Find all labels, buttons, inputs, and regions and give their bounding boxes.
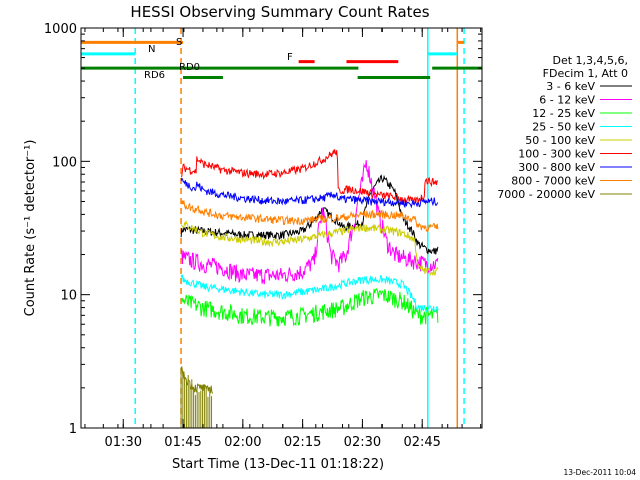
x-tick-label: 02:15 [284, 435, 321, 450]
legend-entry: 100 - 300 keV [518, 148, 595, 161]
interval-label: RD0 [179, 62, 200, 73]
plot-area [81, 28, 482, 428]
vertical-markers [134, 28, 465, 428]
x-tick-label: 02:30 [344, 435, 381, 450]
series-line [180, 160, 439, 285]
y-tick-label: 10 [60, 289, 77, 304]
legend-header: FDecim 1, Att 0 [543, 67, 628, 80]
series-line [180, 274, 439, 313]
legend-entry: 12 - 25 keV [532, 107, 595, 120]
series-line [180, 177, 439, 209]
series-line [180, 149, 438, 205]
series-line [180, 220, 439, 276]
legend-entry: 50 - 100 keV [525, 134, 595, 147]
x-tick-label: 01:45 [164, 435, 201, 450]
legend-entry: 3 - 6 keV [546, 80, 595, 93]
series-line [180, 200, 439, 233]
interval-label: S [176, 37, 182, 48]
y-axis: 1 10 100 1000 [44, 22, 482, 437]
series-line [180, 287, 439, 327]
y-tick-label: 100 [52, 155, 77, 170]
timestamp: 13-Dec-2011 10:04 [563, 468, 636, 477]
y-tick-label: 1000 [44, 22, 77, 37]
series-lines [180, 149, 439, 428]
interval-label: F [287, 52, 293, 63]
observing-intervals [81, 40, 482, 80]
x-axis: 01:30 01:45 02:00 02:15 02:30 02:45 [84, 28, 482, 450]
legend-entry: 300 - 800 keV [518, 161, 595, 174]
x-axis-label: Start Time (13-Dec-11 01:18:22) [172, 457, 384, 472]
legend-entry: 25 - 50 keV [532, 121, 595, 134]
legend: Det 1,3,4,5,6,FDecim 1, Att 03 - 6 keV6 … [497, 54, 632, 201]
legend-entry: 800 - 7000 keV [511, 175, 595, 188]
x-tick-label: 02:00 [224, 435, 261, 450]
x-tick-label: 01:30 [105, 435, 142, 450]
y-axis-label: Count Rate (s⁻¹ detector⁻¹) [23, 140, 38, 317]
interval-label: RD6 [144, 70, 165, 81]
chart-title: HESSI Observing Summary Count Rates [130, 3, 429, 21]
legend-entry: 7000 - 20000 keV [497, 188, 595, 201]
y-tick-label: 1 [69, 422, 77, 437]
plot-frame [80, 27, 483, 429]
legend-header: Det 1,3,4,5,6, [552, 54, 628, 67]
x-tick-label: 02:45 [403, 435, 440, 450]
interval-labels: S N RD0 RD6 F [144, 37, 293, 81]
interval-label: N [148, 44, 155, 55]
legend-entry: 6 - 12 keV [539, 94, 595, 107]
